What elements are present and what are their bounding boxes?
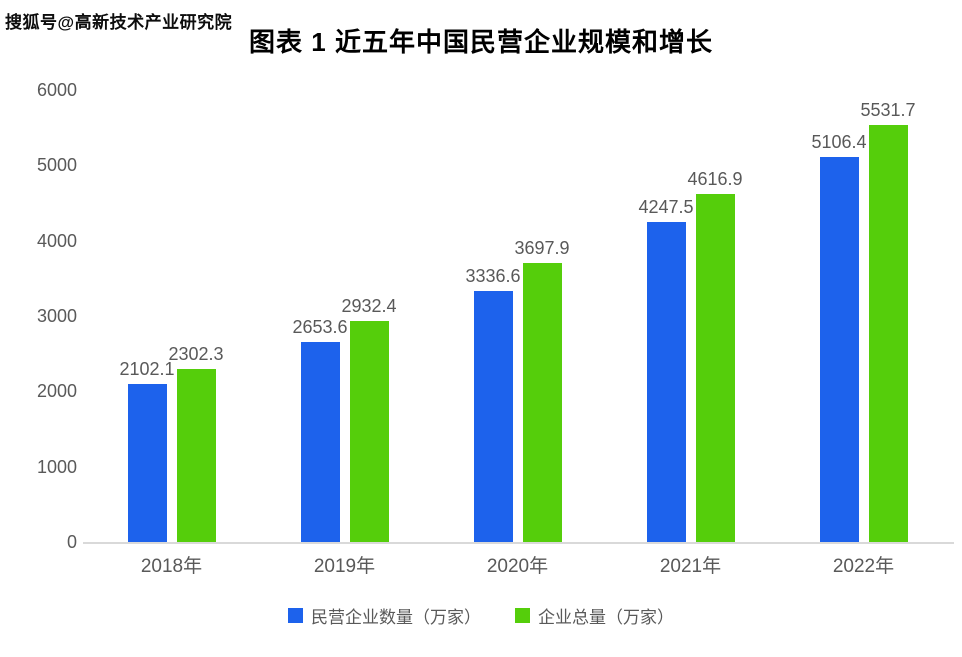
bar: 3697.9 [514, 238, 570, 542]
bar-value-label: 4247.5 [638, 197, 694, 218]
legend: 民营企业数量（万家） 企业总量（万家） [0, 603, 962, 628]
bar: 3336.6 [465, 266, 521, 542]
legend-item: 企业总量（万家） [515, 603, 674, 628]
legend-swatch [288, 608, 303, 623]
y-tick-label: 0 [66, 532, 77, 552]
legend-label: 民营企业数量（万家） [311, 608, 481, 627]
bar-value-label: 5106.4 [811, 132, 867, 153]
y-tick-label: 1000 [36, 456, 77, 477]
legend-swatch [515, 608, 530, 623]
x-axis-label: 2022年 [832, 556, 895, 577]
bar: 5531.7 [860, 100, 916, 542]
chart-title: 图表 1 近五年中国民营企业规模和增长 [249, 27, 713, 57]
x-axis-label: 2018年 [140, 556, 203, 577]
bar: 5106.4 [811, 132, 867, 542]
bar: 2102.1 [119, 359, 175, 542]
y-tick-label: 5000 [36, 155, 77, 176]
bar: 4247.5 [638, 197, 694, 542]
y-tick-label: 3000 [36, 306, 77, 326]
x-axis-label: 2019年 [313, 556, 376, 577]
bar: 2932.4 [341, 296, 397, 542]
bar-group: 4247.5 4616.9 [604, 90, 777, 542]
legend-item: 民营企业数量（万家） [288, 603, 481, 628]
bar-group: 2102.1 2302.3 [85, 90, 258, 542]
y-tick-label: 6000 [36, 80, 77, 100]
bar-value-label: 3697.9 [514, 238, 570, 259]
y-tick-label: 2000 [36, 381, 77, 402]
bar: 4616.9 [687, 169, 743, 542]
x-axis-line [83, 542, 954, 544]
bar-value-label: 2653.6 [292, 317, 348, 338]
bar: 2653.6 [292, 317, 348, 542]
bar-value-label: 4616.9 [687, 169, 743, 190]
bar-value-label: 2932.4 [341, 296, 397, 317]
legend-label: 企业总量（万家） [538, 608, 674, 627]
bar-value-label: 3336.6 [465, 265, 521, 286]
x-axis-label: 2020年 [486, 556, 549, 577]
x-axis-label: 2021年 [659, 556, 722, 577]
bar-group: 3336.6 3697.9 [431, 90, 604, 542]
y-tick-label: 4000 [36, 230, 77, 251]
bar-group: 5106.4 5531.7 [777, 90, 950, 542]
bar-group: 2653.6 2932.4 [258, 90, 431, 542]
x-axis-labels: 2018年 2019年 2020年 2021年 2022年 [85, 551, 950, 578]
bar: 2302.3 [168, 344, 224, 542]
plot-area: 2102.1 2302.3 2653.6 2932.4 3336.6 3697.9 4247… [85, 90, 950, 542]
bar-value-label: 5531.7 [860, 100, 916, 121]
bar-value-label: 2102.1 [119, 358, 175, 379]
bar-value-label: 2302.3 [168, 343, 224, 364]
watermark: 搜狐号@高新技术产业研究院 [5, 13, 233, 32]
